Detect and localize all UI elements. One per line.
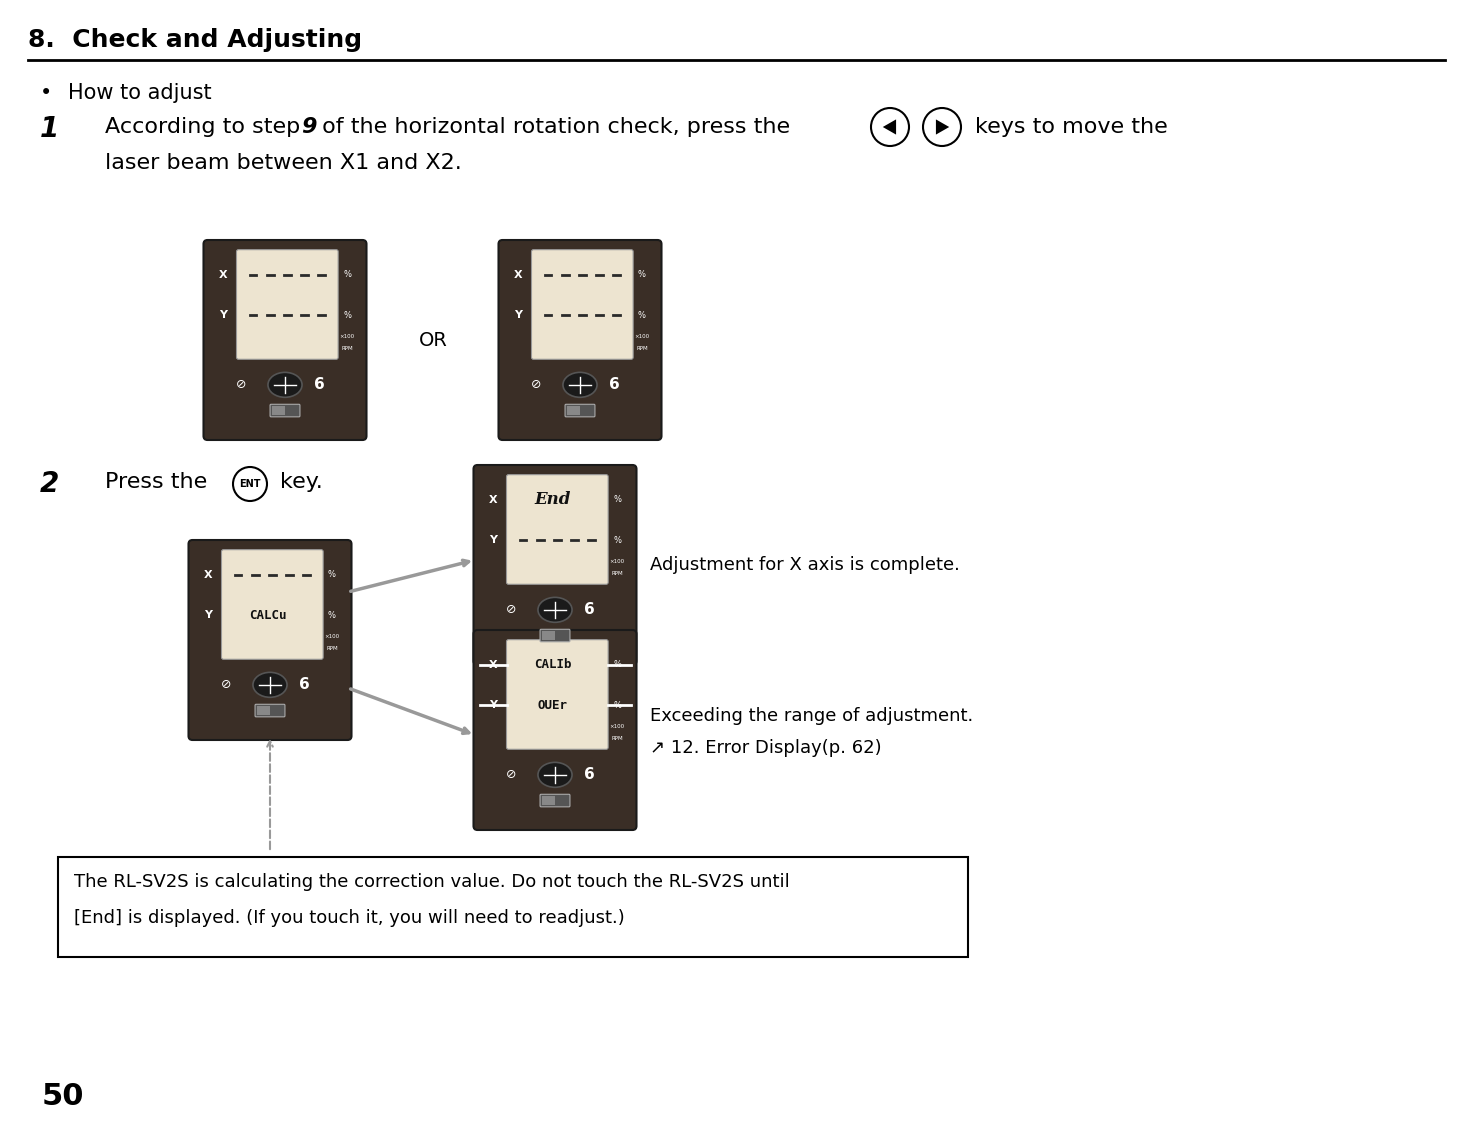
Text: %: %	[613, 535, 622, 544]
Text: %: %	[343, 310, 351, 319]
Ellipse shape	[563, 372, 597, 397]
Text: [End] is displayed. (If you touch it, you will need to readjust.): [End] is displayed. (If you touch it, yo…	[74, 909, 625, 927]
Text: OR: OR	[418, 331, 448, 350]
Text: ⊘: ⊘	[507, 603, 517, 616]
Text: X: X	[203, 569, 212, 580]
Text: laser beam between X1 and X2.: laser beam between X1 and X2.	[105, 153, 461, 173]
Text: ⊘: ⊘	[236, 378, 247, 392]
Text: 1: 1	[40, 115, 59, 143]
Ellipse shape	[268, 372, 302, 397]
FancyBboxPatch shape	[473, 465, 636, 664]
FancyBboxPatch shape	[473, 631, 636, 830]
Text: ⊘: ⊘	[221, 678, 231, 692]
Text: Y: Y	[514, 310, 521, 320]
Text: 6: 6	[299, 677, 309, 693]
FancyBboxPatch shape	[507, 640, 608, 749]
Text: ×100: ×100	[610, 559, 625, 564]
Text: 8.  Check and Adjusting: 8. Check and Adjusting	[28, 28, 362, 52]
Text: Y: Y	[219, 310, 227, 320]
FancyBboxPatch shape	[507, 474, 608, 584]
Text: %: %	[638, 271, 647, 280]
Ellipse shape	[538, 762, 572, 788]
Text: ×100: ×100	[339, 334, 355, 338]
Text: X: X	[218, 269, 227, 280]
Text: ×100: ×100	[635, 334, 650, 338]
Text: %: %	[613, 660, 622, 669]
Text: ⊘: ⊘	[532, 378, 542, 392]
Text: 6: 6	[583, 602, 595, 617]
FancyBboxPatch shape	[255, 704, 284, 717]
Text: keys to move the: keys to move the	[975, 117, 1168, 137]
Text: Y: Y	[489, 700, 496, 710]
Polygon shape	[882, 119, 896, 135]
Text: RPM: RPM	[636, 346, 648, 351]
FancyBboxPatch shape	[189, 540, 352, 740]
FancyBboxPatch shape	[270, 404, 300, 417]
Bar	[567, 406, 579, 414]
Text: Y: Y	[203, 610, 212, 620]
Circle shape	[871, 108, 909, 146]
Text: of the horizontal rotation check, press the: of the horizontal rotation check, press …	[315, 117, 790, 137]
Text: 9: 9	[300, 117, 317, 137]
Text: ⊘: ⊘	[507, 769, 517, 781]
Circle shape	[233, 468, 267, 501]
Text: The RL-SV2S is calculating the correction value. Do not touch the RL-SV2S until: The RL-SV2S is calculating the correctio…	[74, 873, 790, 891]
FancyBboxPatch shape	[57, 857, 968, 957]
FancyBboxPatch shape	[237, 250, 339, 359]
Text: X: X	[489, 495, 498, 505]
Text: key.: key.	[280, 472, 323, 492]
FancyBboxPatch shape	[532, 250, 633, 359]
Ellipse shape	[253, 672, 287, 697]
Text: 6: 6	[608, 377, 620, 393]
Text: •: •	[40, 83, 52, 103]
Text: RPM: RPM	[326, 646, 337, 651]
Circle shape	[924, 108, 960, 146]
Bar	[542, 632, 555, 640]
Text: X: X	[514, 269, 523, 280]
Text: CALIb: CALIb	[533, 659, 572, 671]
FancyBboxPatch shape	[566, 404, 595, 417]
Text: %: %	[328, 571, 336, 580]
Polygon shape	[935, 119, 949, 135]
FancyBboxPatch shape	[221, 550, 323, 659]
Text: ×100: ×100	[324, 634, 340, 638]
FancyBboxPatch shape	[541, 795, 570, 807]
Text: Press the: Press the	[105, 472, 208, 492]
Text: ×100: ×100	[610, 723, 625, 729]
Text: ↗ 12. Error Display(p. 62): ↗ 12. Error Display(p. 62)	[650, 739, 882, 757]
Text: 6: 6	[583, 767, 595, 782]
Text: X: X	[489, 660, 498, 670]
Text: Y: Y	[489, 535, 496, 544]
Bar	[258, 706, 270, 714]
FancyBboxPatch shape	[541, 629, 570, 642]
Text: RPM: RPM	[342, 346, 354, 351]
Text: According to step: According to step	[105, 117, 308, 137]
Text: %: %	[613, 701, 622, 710]
Text: %: %	[328, 610, 336, 619]
Text: CALCu: CALCu	[249, 609, 286, 621]
Text: RPM: RPM	[611, 572, 623, 576]
FancyBboxPatch shape	[498, 240, 661, 440]
Text: How to adjust: How to adjust	[68, 83, 212, 103]
Bar	[273, 406, 284, 414]
Ellipse shape	[538, 598, 572, 623]
Text: ENT: ENT	[239, 479, 261, 489]
Text: 6: 6	[314, 377, 324, 393]
Text: Exceeding the range of adjustment.: Exceeding the range of adjustment.	[650, 708, 974, 724]
Text: 50: 50	[43, 1082, 84, 1110]
Text: OUEr: OUEr	[538, 698, 567, 712]
Text: %: %	[343, 271, 351, 280]
Text: %: %	[613, 496, 622, 505]
Text: 2: 2	[40, 470, 59, 498]
Text: End: End	[535, 491, 570, 508]
FancyBboxPatch shape	[203, 240, 367, 440]
Text: %: %	[638, 310, 647, 319]
Text: RPM: RPM	[611, 736, 623, 741]
Text: Adjustment for X axis is complete.: Adjustment for X axis is complete.	[650, 556, 960, 574]
Bar	[542, 796, 555, 805]
